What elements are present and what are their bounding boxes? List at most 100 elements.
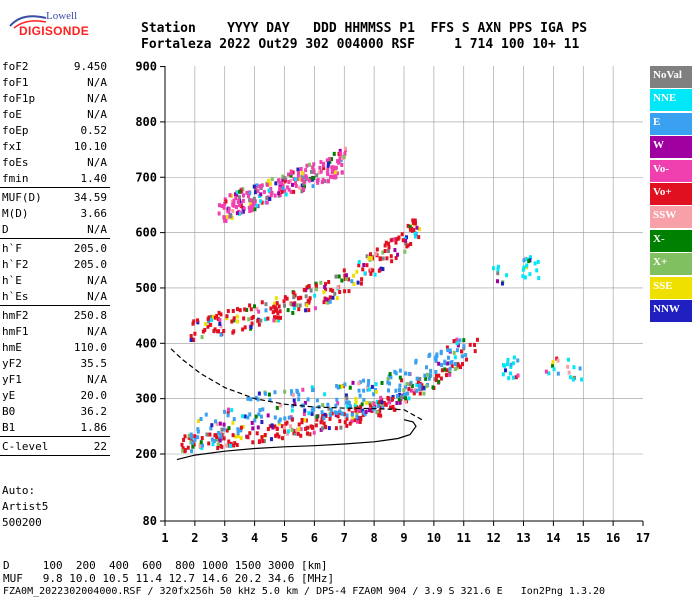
x-tick-label: 7 xyxy=(341,531,348,545)
echo-point xyxy=(223,197,227,202)
echo-point xyxy=(348,385,352,390)
echo-point xyxy=(241,198,245,203)
legend-item-noval: NoVal xyxy=(650,66,692,88)
echo-point xyxy=(391,396,395,401)
echo-point xyxy=(377,413,381,418)
echo-point xyxy=(396,252,400,257)
echo-point xyxy=(261,439,265,444)
echo-point xyxy=(552,367,556,372)
echo-point xyxy=(200,436,204,441)
echo-point xyxy=(290,391,294,396)
echo-point xyxy=(528,272,532,277)
legend-item-vo: Vo- xyxy=(650,159,692,182)
echo-point xyxy=(302,187,306,192)
echo-point xyxy=(337,274,341,279)
echo-point xyxy=(246,194,250,199)
echo-point xyxy=(198,443,202,448)
echo-point xyxy=(333,291,337,296)
echo-point xyxy=(424,376,428,381)
echo-point xyxy=(334,274,338,279)
echo-point xyxy=(384,240,388,245)
echo-point xyxy=(212,314,216,319)
echo-point xyxy=(250,321,254,326)
echo-point xyxy=(322,166,326,171)
param-value: 3.66 xyxy=(80,207,108,220)
echo-point xyxy=(408,382,412,387)
echo-point xyxy=(273,390,277,395)
echo-point xyxy=(253,304,257,309)
echo-point xyxy=(206,317,210,322)
echo-point xyxy=(448,372,452,377)
echo-point xyxy=(491,266,495,271)
echo-point xyxy=(511,375,515,380)
echo-point xyxy=(210,423,214,428)
echo-point xyxy=(300,183,304,188)
echo-point xyxy=(247,317,251,322)
echo-point xyxy=(239,428,243,433)
echo-point xyxy=(337,160,341,165)
echo-point xyxy=(304,426,308,431)
echo-point xyxy=(311,387,315,392)
echo-point xyxy=(256,318,260,323)
echo-point xyxy=(287,172,291,177)
echo-point xyxy=(310,385,314,390)
echo-point xyxy=(347,289,351,294)
echo-point xyxy=(302,287,306,292)
echo-point xyxy=(200,443,204,448)
echo-point xyxy=(182,437,186,442)
echo-point xyxy=(227,439,231,444)
echo-point xyxy=(453,367,457,372)
echo-point xyxy=(525,257,529,262)
echo-point xyxy=(274,296,278,301)
param-name: foF2 xyxy=(2,60,29,73)
echo-point xyxy=(260,300,264,305)
param-row: h`E N/A xyxy=(0,272,112,288)
echo-point xyxy=(335,397,339,402)
echo-point xyxy=(374,382,378,387)
echo-point xyxy=(251,440,255,445)
echo-point xyxy=(289,179,293,184)
echo-point xyxy=(345,400,349,405)
echo-point xyxy=(327,426,331,431)
echo-point xyxy=(361,412,365,417)
echo-point xyxy=(343,273,347,278)
echo-point xyxy=(336,414,340,419)
echo-point xyxy=(222,422,226,427)
echo-point xyxy=(295,177,299,182)
param-row: foF1p N/A xyxy=(0,90,112,106)
echo-point xyxy=(297,427,301,432)
echo-point xyxy=(290,427,294,432)
echo-point xyxy=(387,381,391,386)
echo-point xyxy=(445,345,449,350)
echo-point xyxy=(290,302,294,307)
echo-point xyxy=(226,309,230,314)
param-row: yF1 N/A xyxy=(0,371,112,387)
echo-point xyxy=(529,255,533,260)
echo-point xyxy=(506,357,510,362)
echo-point xyxy=(338,384,342,389)
echo-point xyxy=(337,151,341,156)
param-row: MUF(D) 34.59 xyxy=(0,189,112,205)
echo-point xyxy=(217,211,221,216)
logo-digisonde: DIGISONDE xyxy=(19,24,90,38)
echo-point xyxy=(290,408,294,413)
echo-point xyxy=(403,249,407,254)
param-row: h`F 205.0 xyxy=(0,240,112,256)
param-row: C-level 22 xyxy=(0,438,112,454)
echo-point xyxy=(218,321,222,326)
echo-point xyxy=(232,318,236,323)
echo-point xyxy=(453,355,457,360)
echo-point xyxy=(362,410,366,415)
echo-point xyxy=(316,180,320,185)
echo-point xyxy=(192,442,196,447)
echo-point xyxy=(425,384,429,389)
echo-point xyxy=(269,437,273,442)
footer-file-info: FZA0M_2022302004000.RSF / 320fx256h 50 k… xyxy=(3,586,606,597)
echo-point xyxy=(390,259,394,264)
echo-point xyxy=(422,391,426,396)
param-value: N/A xyxy=(87,223,107,236)
echo-point xyxy=(377,268,381,273)
echo-point xyxy=(236,190,240,195)
echo-point xyxy=(319,420,323,425)
param-value: 20.0 xyxy=(80,389,108,402)
